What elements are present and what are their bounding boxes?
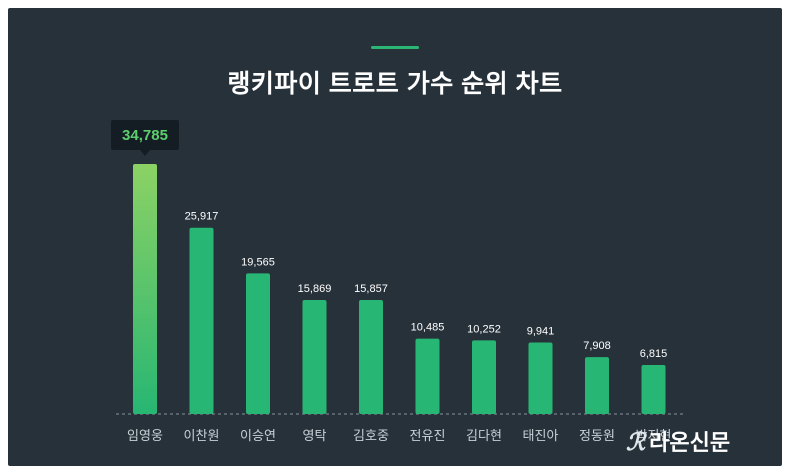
newspaper-logo-icon: ℛ: [626, 426, 646, 456]
bar-전유진: [415, 338, 440, 414]
category-label: 김다현: [466, 429, 502, 444]
bar-value-label: 15,869: [298, 283, 332, 295]
category-label: 박지현: [636, 429, 672, 444]
bar-김다현: [472, 340, 496, 414]
bar-value-label: 19,565: [241, 256, 275, 268]
value-tooltip: [111, 120, 179, 150]
bar-value-label: 10,252: [467, 323, 501, 335]
category-label: 이찬원: [184, 429, 220, 444]
bar-박지현: [641, 365, 666, 414]
bar-김호중: [359, 300, 383, 414]
bar-value-label: 25,917: [185, 211, 219, 223]
category-label: 김호중: [353, 429, 389, 444]
tooltip-value-label: 34,785: [122, 127, 168, 144]
tooltip-pointer: [140, 150, 150, 156]
chart-title: 랭키파이 트로트 가수 순위 차트: [227, 70, 563, 98]
category-label: 영탁: [303, 429, 327, 444]
bar-영탁: [302, 299, 327, 414]
bar-value-label: 10,485: [411, 322, 445, 334]
bar-value-label: 15,857: [354, 283, 388, 295]
title-accent-line: [371, 46, 419, 49]
bar-임영웅: [133, 164, 157, 414]
bar-정동원: [585, 357, 609, 414]
category-label: 임영웅: [127, 429, 163, 444]
watermark: ℛ 라온신문: [626, 425, 730, 457]
bar-이찬원: [189, 227, 214, 414]
watermark-text: 라온신문: [649, 430, 731, 455]
category-label: 이승연: [240, 429, 276, 444]
category-label: 전유진: [410, 429, 446, 444]
bar-이승연: [246, 273, 270, 414]
category-label: 태진아: [523, 429, 559, 444]
bar-value-label: 6,815: [640, 348, 668, 360]
category-label: 정동원: [579, 429, 615, 444]
bar-value-label: 9,941: [527, 326, 555, 338]
bar-태진아: [528, 342, 553, 414]
bar-value-label: 7,908: [583, 340, 611, 352]
